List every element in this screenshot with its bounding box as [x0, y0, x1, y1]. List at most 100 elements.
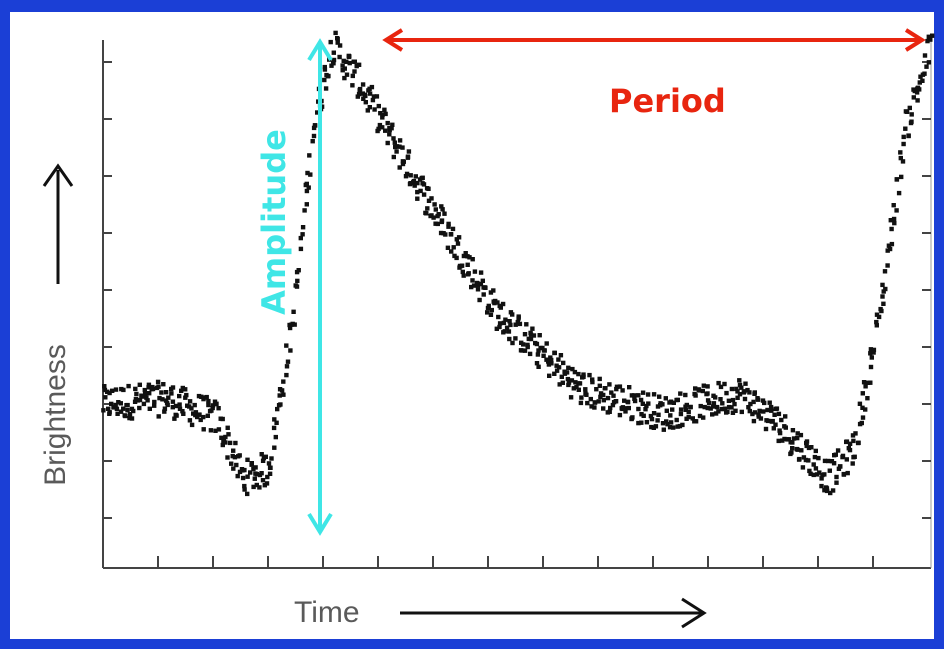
data-point	[850, 461, 855, 466]
data-point	[234, 462, 239, 468]
data-point	[592, 405, 597, 410]
data-point	[147, 406, 152, 411]
data-point	[507, 336, 512, 342]
data-point	[645, 392, 651, 397]
data-point	[807, 468, 812, 474]
data-point	[883, 286, 888, 292]
data-point	[527, 351, 533, 357]
data-point	[137, 397, 143, 403]
data-point	[541, 353, 546, 358]
x-axis-arrow-icon	[400, 597, 707, 629]
data-point	[833, 452, 838, 457]
data-point	[378, 111, 383, 116]
data-point	[463, 251, 468, 256]
data-point	[152, 403, 157, 408]
data-point	[455, 241, 461, 246]
data-point	[804, 443, 809, 449]
data-point	[118, 409, 124, 414]
data-point	[700, 388, 705, 394]
data-point	[285, 359, 291, 364]
data-point	[459, 263, 465, 268]
data-point	[271, 425, 277, 431]
data-point	[251, 484, 256, 490]
data-point	[795, 435, 800, 441]
data-point	[489, 307, 494, 313]
data-point	[467, 255, 472, 260]
data-point	[751, 399, 756, 405]
data-point	[433, 221, 438, 226]
data-point	[776, 438, 781, 444]
data-point	[237, 469, 243, 475]
data-point	[331, 61, 336, 66]
data-point	[592, 400, 598, 405]
data-point	[840, 453, 846, 459]
data-point	[763, 426, 769, 432]
data-point	[488, 290, 494, 295]
data-point	[503, 317, 508, 322]
data-point	[638, 397, 644, 403]
data-point	[156, 414, 161, 419]
data-point	[716, 409, 721, 414]
data-point	[401, 159, 406, 164]
data-point	[177, 393, 182, 399]
data-point	[636, 406, 641, 412]
data-point	[346, 54, 352, 60]
data-point	[162, 406, 168, 411]
data-point	[928, 37, 933, 42]
data-point	[183, 395, 188, 400]
data-point	[686, 409, 691, 415]
data-point	[779, 417, 784, 423]
data-point	[851, 438, 856, 444]
data-point	[879, 308, 884, 314]
data-point	[789, 450, 794, 455]
data-point	[500, 301, 506, 307]
data-point	[892, 220, 897, 226]
data-point	[461, 273, 466, 278]
data-point	[170, 405, 175, 410]
data-point	[481, 292, 486, 297]
data-point	[925, 38, 930, 44]
data-point	[671, 425, 676, 430]
data-point	[340, 63, 345, 68]
data-point	[838, 464, 843, 469]
data-point	[139, 393, 144, 398]
data-point	[347, 60, 352, 66]
data-point	[882, 269, 888, 274]
data-point	[187, 418, 193, 423]
period-arrow-icon	[382, 28, 926, 52]
data-point	[391, 154, 396, 160]
data-points	[101, 30, 935, 497]
data-point	[816, 455, 821, 461]
data-point	[729, 405, 734, 410]
data-point	[248, 470, 253, 475]
data-point	[813, 466, 819, 471]
data-point	[771, 426, 776, 431]
data-point	[123, 413, 128, 419]
data-point	[737, 392, 743, 397]
data-point	[894, 208, 899, 213]
data-point	[278, 402, 283, 407]
data-point	[389, 126, 394, 131]
data-point	[888, 218, 893, 223]
data-point	[926, 60, 932, 65]
data-point	[617, 412, 623, 418]
data-point	[392, 140, 397, 145]
data-point	[924, 64, 929, 69]
data-point	[445, 245, 451, 250]
data-point	[155, 379, 161, 385]
data-point	[466, 271, 471, 276]
data-point	[342, 75, 347, 81]
data-point	[730, 397, 736, 403]
data-point	[356, 62, 362, 67]
data-point	[193, 410, 199, 415]
data-point	[298, 246, 304, 252]
data-point	[757, 408, 762, 414]
data-point	[121, 406, 126, 411]
data-point	[177, 402, 182, 407]
data-point	[774, 406, 780, 411]
data-point	[227, 440, 233, 446]
data-point	[239, 467, 245, 472]
data-point	[701, 383, 706, 388]
data-point	[127, 412, 133, 417]
